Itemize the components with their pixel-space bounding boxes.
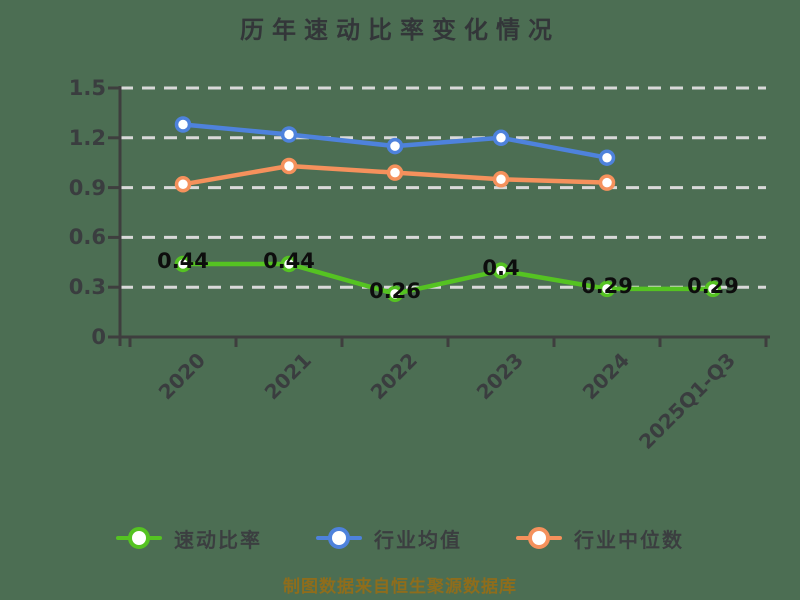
data-point-marker-quick_ratio (492, 262, 510, 279)
legend-item-industry-median: 行业中位数 (516, 524, 684, 553)
data-point-marker-industry_avg (492, 129, 510, 147)
data-point-marker-quick_ratio (386, 285, 404, 303)
legend-label-quick-ratio: 速动比率 (174, 527, 262, 552)
y-axis-tick-label: 0.9 (68, 175, 106, 200)
data-point-marker-industry_median (174, 176, 192, 193)
y-axis-tick-label: 0.3 (68, 275, 106, 300)
data-point-label: 0.44 (263, 248, 315, 273)
y-axis-tick-label: 0 (91, 325, 106, 349)
data-point-marker-industry_avg (386, 137, 404, 155)
chart-footer-source: 制图数据来自恒生聚源数据库 (283, 577, 517, 597)
data-point-marker-industry_median (386, 164, 404, 181)
legend-item-quick-ratio: 速动比率 (116, 524, 262, 553)
data-point-label: 0.44 (157, 248, 209, 273)
data-point-marker-quick_ratio (174, 255, 192, 273)
data-point-marker-industry_avg (280, 126, 298, 143)
data-point-marker-industry_median (280, 157, 298, 175)
y-axis-tick-label: 0.6 (68, 225, 106, 250)
data-point-label: 0.26 (369, 278, 421, 303)
data-point-marker-quick_ratio (598, 280, 616, 298)
data-point-marker-industry_median (598, 174, 616, 191)
series-line-quick_ratio (180, 261, 716, 297)
legend-item-industry-avg: 行业均值 (316, 524, 462, 553)
y-axis-tick-label: 1.5 (68, 76, 106, 100)
line-circle-marker-icon (516, 526, 562, 550)
data-point-label: 0.29 (581, 273, 633, 298)
legend-circle (328, 527, 350, 549)
legend: 速动比率 行业均值 行业中位数 (0, 516, 800, 560)
legend-circle (128, 527, 150, 549)
line-circle-marker-icon (116, 526, 162, 550)
data-point-marker-industry_avg (174, 116, 192, 133)
data-point-label: 0.29 (687, 273, 739, 298)
legend-circle (528, 527, 550, 549)
chart-title: 历年速动比率变化情况 (240, 16, 560, 44)
data-point-marker-industry_median (492, 171, 510, 188)
data-point-marker-quick_ratio (704, 280, 722, 298)
data-point-marker-quick_ratio (280, 255, 298, 273)
legend-label-industry-median: 行业中位数 (574, 527, 684, 552)
y-axis-tick-label: 1.2 (68, 125, 106, 150)
legend-label-industry-avg: 行业均值 (374, 527, 462, 552)
data-point-marker-industry_avg (598, 149, 616, 166)
data-point-label: 0.4 (482, 255, 520, 280)
line-circle-marker-icon (316, 526, 362, 550)
